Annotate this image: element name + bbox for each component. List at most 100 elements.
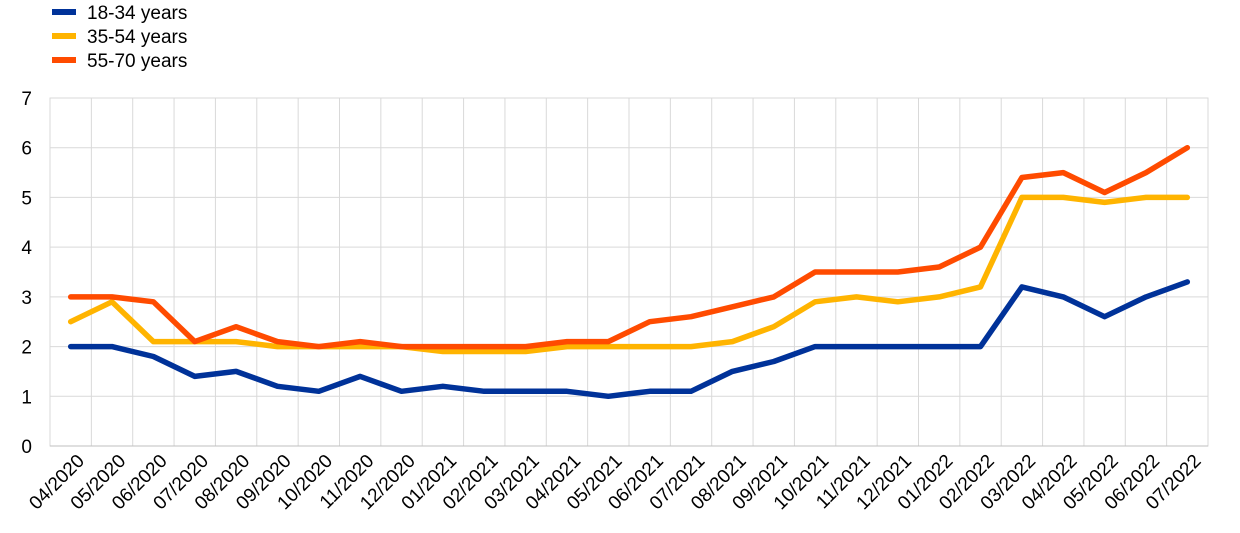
legend: 18-34 years 35-54 years 55-70 years	[52, 3, 187, 72]
data-point	[688, 314, 694, 319]
legend-label: 55-70 years	[87, 51, 187, 72]
grid	[49, 97, 1209, 447]
data-point	[812, 269, 818, 275]
data-point	[68, 344, 73, 349]
data-point	[854, 269, 859, 275]
data-point	[771, 324, 776, 329]
data-point	[647, 319, 652, 324]
data-point	[192, 374, 197, 379]
data-point	[275, 384, 280, 389]
data-point	[854, 344, 859, 349]
data-point	[564, 389, 570, 394]
data-point	[1061, 195, 1066, 200]
data-point	[771, 294, 776, 300]
data-point	[730, 369, 735, 374]
data-point	[1143, 294, 1149, 300]
data-point	[440, 344, 446, 349]
axes: 0123456704/202005/202006/202007/202008/2…	[21, 89, 1208, 514]
data-point	[233, 369, 239, 374]
data-point	[1185, 145, 1190, 150]
data-point	[1185, 195, 1190, 200]
y-tick-label: 5	[21, 188, 32, 209]
data-point	[109, 344, 115, 349]
data-point	[523, 389, 528, 394]
data-point	[1019, 175, 1025, 180]
data-point	[812, 344, 818, 349]
data-point	[151, 339, 156, 344]
data-point	[316, 344, 322, 349]
data-point	[357, 374, 363, 379]
data-point	[1019, 195, 1025, 200]
data-point	[275, 344, 280, 349]
data-point	[1102, 190, 1107, 195]
data-point	[854, 294, 859, 300]
y-tick-label: 0	[21, 437, 32, 458]
data-point	[730, 304, 735, 309]
data-point	[1102, 200, 1107, 205]
data-point	[1143, 195, 1149, 200]
series	[67, 144, 1191, 400]
data-point	[606, 339, 611, 344]
data-point	[109, 299, 115, 305]
data-point	[316, 389, 322, 394]
data-point	[523, 349, 528, 354]
data-point	[730, 339, 735, 344]
data-point	[936, 344, 942, 349]
data-point	[936, 294, 942, 300]
data-point	[895, 269, 901, 275]
data-point	[978, 284, 983, 290]
data-point	[978, 244, 983, 250]
y-tick-label: 1	[21, 387, 32, 408]
data-point	[688, 389, 694, 394]
y-tick-label: 3	[21, 288, 32, 309]
data-point	[482, 389, 487, 394]
data-point	[606, 344, 611, 349]
data-point	[978, 344, 983, 349]
y-tick-label: 4	[21, 238, 32, 259]
data-point	[895, 344, 901, 349]
y-tick-label: 2	[21, 338, 32, 359]
data-point	[399, 389, 404, 394]
data-point	[647, 344, 652, 349]
data-point	[68, 319, 73, 324]
data-point	[482, 344, 487, 349]
data-point	[399, 344, 404, 349]
data-point	[192, 339, 197, 344]
data-point	[109, 294, 115, 300]
data-point	[771, 359, 776, 364]
y-tick-label: 7	[21, 89, 32, 110]
data-point	[233, 324, 239, 329]
data-point	[564, 339, 570, 344]
data-point	[812, 299, 818, 305]
y-tick-label: 6	[21, 139, 32, 160]
data-point	[357, 339, 363, 344]
data-point	[564, 344, 570, 349]
series-line-3	[67, 144, 1191, 350]
data-point	[68, 294, 73, 300]
data-point	[151, 299, 156, 305]
data-point	[440, 349, 446, 354]
data-point	[1102, 314, 1107, 319]
data-point	[1061, 170, 1066, 175]
data-point	[1185, 279, 1190, 285]
data-point	[606, 394, 611, 399]
data-point	[1061, 294, 1066, 300]
data-point	[936, 264, 942, 270]
data-point	[647, 389, 652, 394]
data-point	[1019, 284, 1025, 290]
data-point	[357, 344, 363, 349]
data-point	[233, 339, 239, 344]
data-point	[440, 384, 446, 389]
legend-label: 35-54 years	[87, 27, 187, 48]
series-line-1	[67, 279, 1191, 400]
data-point	[1143, 170, 1149, 175]
data-point	[688, 344, 694, 349]
legend-label: 18-34 years	[87, 3, 187, 24]
data-point	[275, 339, 280, 344]
data-point	[482, 349, 487, 354]
data-point	[151, 354, 156, 359]
data-point	[895, 299, 901, 305]
series-line-2	[67, 194, 1191, 355]
